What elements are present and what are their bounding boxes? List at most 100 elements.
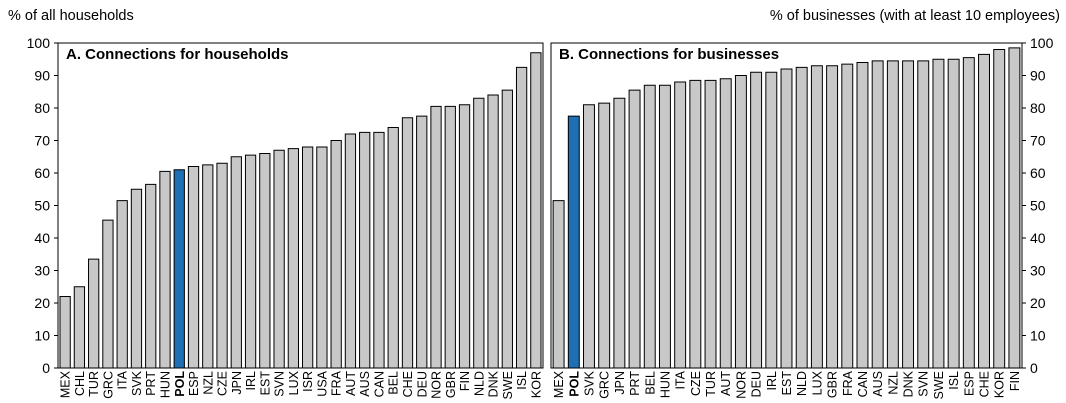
panel-b-bar (826, 65, 839, 369)
panel-a-bar (59, 296, 71, 369)
panel-b-bar (658, 84, 671, 369)
panel-a-category-label: CHE (401, 371, 415, 397)
panel-b-bar (567, 115, 580, 369)
panel-b-category-label: POL (567, 371, 581, 397)
panel-a-category-label: PRT (144, 371, 158, 396)
panel-b-frame (550, 42, 1023, 369)
panel-a-category-label: BEL (387, 371, 401, 395)
panel-b-ytick-label: 80 (1030, 100, 1046, 116)
panel-b-bar (719, 78, 732, 369)
panel-b-category-label: NLD (795, 371, 809, 396)
panel-b: 0 10 20 30 40 50 60 70 80 90 100 MEX POL SVK GRC JPN PRT… (550, 35, 1054, 399)
panel-a-ytick-label: 40 (34, 230, 50, 246)
panel-b-bar (993, 49, 1006, 369)
panel-b-bar (643, 84, 656, 369)
panel-a-category-label: IRL (244, 371, 258, 391)
panel-a-category-label: GBR (444, 371, 458, 398)
panel-a-category-label: DEU (415, 371, 429, 397)
panel-b-category-label: TUR (704, 371, 718, 397)
panel-a-category-label: ISL (515, 371, 529, 390)
panel-a-bar (159, 170, 171, 369)
panel-b-bar (871, 60, 884, 369)
panel-b-category-label: HUN (658, 371, 672, 398)
panel-a-ytick-label: 20 (34, 295, 50, 311)
panel-b-category-label: NZL (886, 371, 900, 395)
panel-b-category-label: FRA (841, 370, 855, 396)
panel-a-category-label: TUR (87, 371, 101, 397)
panel-b-title: B. Connections for businesses (559, 46, 779, 63)
panel-a-category-label: SWE (501, 371, 515, 399)
panel-b-bar (583, 104, 595, 369)
panel-a-bar (259, 153, 271, 369)
panel-b-category-label: DNK (902, 370, 916, 397)
right-axis-title: % of businesses (with at least 10 employ… (769, 8, 1060, 24)
panel-b-ytick-label: 30 (1030, 263, 1046, 279)
panel-b-bar (841, 63, 854, 369)
panel-b-bar (750, 71, 763, 369)
panel-a-bar (173, 169, 185, 369)
panel-a-ytick-label: 70 (34, 133, 50, 149)
panel-b-bar (978, 53, 990, 369)
panel-b-category-label: CZE (689, 371, 703, 396)
panel-b-category-label: SWE (932, 371, 946, 399)
panel-b-bar (1008, 47, 1021, 369)
panel-a-category-label: POL (173, 371, 187, 397)
panel-a-ytick-label: 0 (42, 360, 50, 376)
panel-b-category-label: IRL (765, 371, 779, 391)
panel-a-bar (416, 115, 428, 369)
left-axis-title: % of all households (8, 8, 134, 24)
panel-b-ytick-label: 70 (1030, 133, 1046, 149)
panel-a-bar (230, 156, 242, 369)
panel-b-ytick-label: 100 (1030, 35, 1054, 51)
panel-b-category-label: ISL (947, 371, 961, 390)
panel-b-category-label: CHE (978, 371, 992, 397)
panel-b-bar (795, 66, 808, 369)
panel-a-category-label: FIN (458, 371, 472, 391)
panel-a-category-label: HUN (158, 371, 172, 398)
panel-a-bar (487, 94, 499, 369)
panel-a-bar (444, 105, 456, 369)
panel-a-bar (145, 183, 157, 369)
panel-a-bar (344, 133, 357, 369)
panel-b-bar (886, 60, 899, 369)
panel-b-category-label: MEX (552, 370, 566, 398)
panel-a-category-label: ITA (116, 370, 130, 389)
panel-a: 0 10 20 30 40 50 60 70 80 90 100 MEX CHL TUR GRC ITA SVK… (27, 35, 544, 399)
panel-b-category-label: SVK (582, 370, 596, 396)
panel-b-category-label: GRC (598, 371, 612, 399)
panel-b-bar (947, 58, 960, 369)
panel-a-bar (187, 166, 200, 369)
panel-a-bar (287, 148, 300, 369)
panel-b-ytick-label: 60 (1030, 165, 1046, 181)
panel-a-category-label: SVN (273, 371, 287, 397)
panel-a-category-label: NOR (430, 371, 444, 399)
panel-b-category-label: SVN (917, 371, 931, 397)
panel-b-bar (598, 102, 611, 369)
panel-a-category-label: FRA (330, 370, 344, 396)
panel-b-bar (917, 60, 930, 369)
panel-b-category-label: AUS (871, 371, 885, 397)
panel-a-bar (530, 52, 542, 369)
panel-b-category-label: GBR (826, 371, 840, 398)
panel-a-bar (430, 105, 442, 369)
panel-b-bar (962, 57, 975, 369)
panel-b-bar (689, 79, 702, 369)
panel-a-category-label: NLD (472, 371, 486, 396)
panel-b-bar (674, 81, 687, 369)
panel-a-category-label: ESP (187, 371, 201, 396)
panel-a-bar (116, 200, 128, 369)
panel-b-ytick-label: 40 (1030, 230, 1046, 246)
panel-a-category-label: MEX (59, 370, 73, 398)
panel-b-ytick-label: 20 (1030, 295, 1046, 311)
panel-a-bar (330, 140, 342, 369)
panel-b-category-label: PRT (628, 371, 642, 396)
panel-b-category-label: KOR (993, 371, 1007, 398)
panel-a-frame (57, 42, 544, 369)
panel-a-bar (501, 89, 513, 369)
panel-b-bar (704, 79, 717, 369)
panel-b-ytick-label: 10 (1030, 328, 1046, 344)
panel-b-bar (856, 62, 869, 369)
panel-a-category-label: EST (258, 371, 272, 396)
panel-a-category-label: CHL (73, 371, 87, 396)
panel-b-bar (780, 68, 793, 369)
